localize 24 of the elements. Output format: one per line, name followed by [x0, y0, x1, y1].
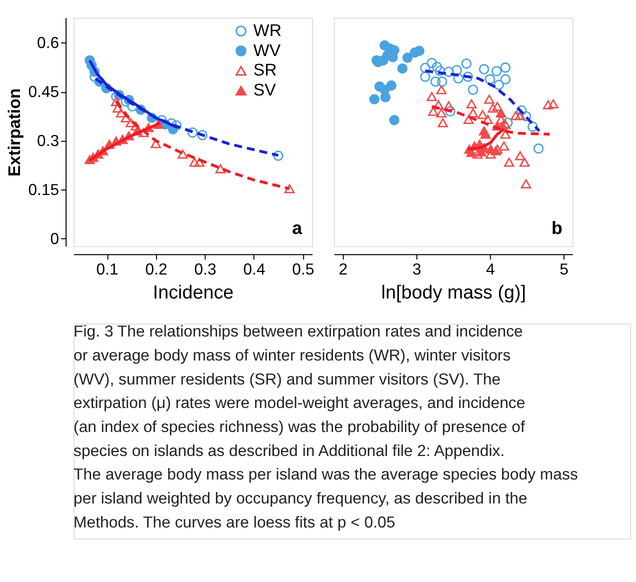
legend-label: WR: [253, 20, 282, 40]
x-axis-title: Incidence: [152, 282, 234, 304]
x-axis-title: ln[body mass (g)]: [381, 282, 526, 304]
x-tick-label: 0.4: [243, 261, 266, 278]
annotation: b: [552, 218, 563, 238]
y-tick-label: 0.6: [37, 35, 60, 52]
y-tick-label: 0.45: [28, 84, 60, 102]
text: Fig. 3 The relationships between extirpation rates and incidence or average body mass of winter residents (WR), winter visitors (WV), summer residents (SR) and summer visitors (SV). The extirpation (μ) rates were model-weight averages, and incidence (an index of species richness) was the probability of presence of species on islands as described in Additional file 2: Appendix. The average body mass per island was the average species body mass per island weighted by occupancy frequency, as described in the Methods. The curves are loess fits at p < 0.05: [74, 324, 578, 532]
annotation: a: [292, 218, 304, 238]
legend-label: SV: [253, 80, 277, 100]
x-tick-label: 4: [486, 261, 496, 278]
legend-label: WV: [253, 40, 282, 60]
x-tick-label: 5: [560, 261, 569, 278]
y-tick-label: 0.15: [28, 182, 60, 200]
x-tick-label: 2: [338, 261, 348, 278]
x-tick-label: 3: [412, 261, 422, 278]
x-tick-label: 0.5: [292, 261, 314, 278]
y-axis-title: Extirpation: [5, 88, 24, 176]
x-tick-label: 0.3: [194, 261, 216, 278]
y-tick-label: 0.3: [37, 133, 60, 150]
y-tick-label: 0: [50, 231, 60, 248]
x-tick-label: 0.1: [96, 261, 119, 278]
legend-label: SR: [253, 60, 277, 80]
x-tick-label: 0.2: [145, 261, 168, 278]
